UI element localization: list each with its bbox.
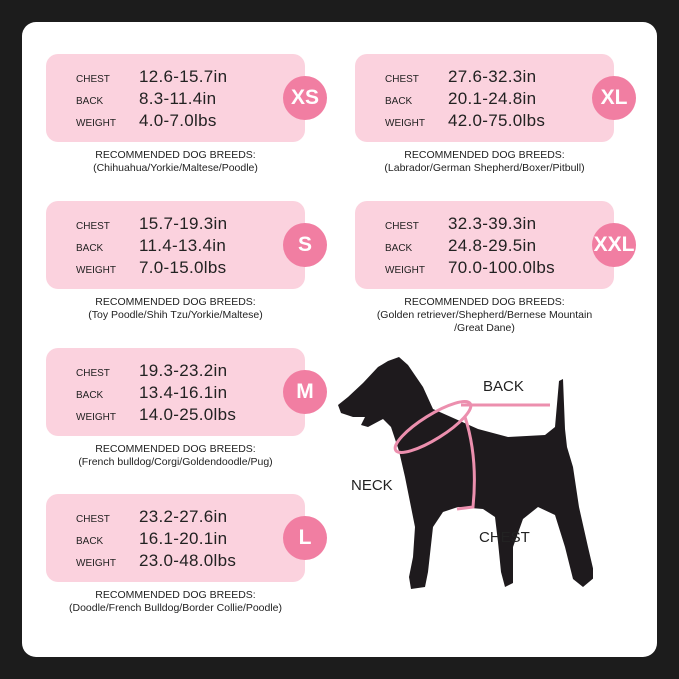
back-value: 16.1-20.1in [139,529,228,548]
size-badge: L [283,516,327,560]
size-box: CHEST 15.7-19.3in BACK 11.4-13.4in WEIGHT 7.0… [46,201,327,289]
size-block-xs: CHEST 12.6-15.7in BACK 8.3-11.4in WEIGHT 4.0-… [46,54,327,175]
chest-value: 15.7-19.3in [139,214,228,233]
size-box: CHEST 27.6-32.3in BACK 20.1-24.8in WEIGHT 42.… [355,54,636,142]
weight-value: 14.0-25.0lbs [139,405,237,424]
chest-value: 23.2-27.6in [139,507,228,526]
recommended-breeds: RECOMMENDED DOG BREEDS: (French bulldog/C… [46,443,305,469]
weight-label: WEIGHT [385,118,425,129]
back-value: 8.3-11.4in [139,89,217,108]
chest-label: CHEST [76,368,110,379]
weight-value: 7.0-15.0lbs [139,258,227,277]
chest-value: 32.3-39.3in [448,214,537,233]
size-box: CHEST 32.3-39.3in BACK 24.8-29.5in WEIGHT 70.… [355,201,636,289]
recommended-breeds: RECOMMENDED DOG BREEDS: (Golden retriever… [355,296,614,335]
back-value: 20.1-24.8in [448,89,537,108]
back-row: BACK 11.4-13.4in [76,234,276,256]
size-badge: M [283,370,327,414]
size-box: CHEST 23.2-27.6in BACK 16.1-20.1in WEIGHT 23.… [46,494,327,582]
recommended-heading: RECOMMENDED DOG BREEDS: [95,589,256,601]
back-label: BACK [483,378,524,395]
back-label: BACK [76,96,104,107]
weight-label: WEIGHT [76,265,116,276]
weight-row: WEIGHT 70.0-100.0lbs [385,256,585,278]
weight-row: WEIGHT 23.0-48.0lbs [76,549,276,571]
back-row: BACK 16.1-20.1in [76,527,276,549]
chest-label: CHEST [76,221,110,232]
weight-row: WEIGHT 4.0-7.0lbs [76,109,276,131]
size-badge: XS [283,76,327,120]
back-value: 11.4-13.4in [139,236,227,255]
back-label: BACK [76,536,104,547]
chest-row: CHEST 32.3-39.3in [385,212,585,234]
size-box: CHEST 19.3-23.2in BACK 13.4-16.1in WEIGHT 14.… [46,348,327,436]
recommended-breeds: RECOMMENDED DOG BREEDS: (Toy Poodle/Shih … [46,296,305,322]
recommended-breeds: RECOMMENDED DOG BREEDS: (Labrador/German … [355,149,614,175]
weight-label: WEIGHT [385,265,425,276]
size-box: CHEST 12.6-15.7in BACK 8.3-11.4in WEIGHT 4.0-… [46,54,327,142]
back-row: BACK 20.1-24.8in [385,87,585,109]
back-label: BACK [76,390,104,401]
back-label: BACK [385,96,413,107]
size-block-xxl: CHEST 32.3-39.3in BACK 24.8-29.5in WEIGHT 70.… [355,201,636,335]
chest-label: CHEST [76,74,110,85]
back-row: BACK 8.3-11.4in [76,87,276,109]
size-badge: XXL [592,223,636,267]
weight-value: 23.0-48.0lbs [139,551,237,570]
breeds-list: (Golden retriever/Shepherd/Bernese Mount… [376,309,593,321]
size-badge: XL [592,76,636,120]
recommended-heading: RECOMMENDED DOG BREEDS: [404,296,565,308]
weight-label: WEIGHT [76,118,116,129]
weight-value: 4.0-7.0lbs [139,111,217,130]
back-label: BACK [385,243,413,254]
breeds-list: (Toy Poodle/Shih Tzu/Yorkie/Maltese) [88,309,263,321]
dog-silhouette-icon [338,357,595,589]
weight-value: 42.0-75.0lbs [448,111,546,130]
breeds-list: (Labrador/German Shepherd/Boxer/Pitbull) [384,162,585,174]
chest-value: 12.6-15.7in [139,67,228,86]
back-value: 13.4-16.1in [139,383,228,402]
chest-row: CHEST 12.6-15.7in [76,65,276,87]
dog-measurement-diagram: BACK NECK CHEST [333,347,595,622]
back-row: BACK 24.8-29.5in [385,234,585,256]
neck-label: NECK [351,477,393,494]
chest-row: CHEST 19.3-23.2in [76,359,276,381]
back-label: BACK [76,243,104,254]
weight-value: 70.0-100.0lbs [448,258,555,277]
chest-value: 19.3-23.2in [139,361,228,380]
back-row: BACK 13.4-16.1in [76,381,276,403]
weight-row: WEIGHT 42.0-75.0lbs [385,109,585,131]
breeds-list: (French bulldog/Corgi/Goldendoodle/Pug) [78,456,273,468]
back-value: 24.8-29.5in [448,236,537,255]
recommended-heading: RECOMMENDED DOG BREEDS: [95,296,256,308]
recommended-breeds: RECOMMENDED DOG BREEDS: (Doodle/French Bu… [46,589,305,615]
size-badge: S [283,223,327,267]
size-block-l: CHEST 23.2-27.6in BACK 16.1-20.1in WEIGHT 23.… [46,494,327,615]
recommended-breeds: RECOMMENDED DOG BREEDS: (Chihuahua/Yorkie… [46,149,305,175]
chest-label: CHEST [479,529,530,546]
size-block-xl: CHEST 27.6-32.3in BACK 20.1-24.8in WEIGHT 42.… [355,54,636,175]
chest-label: CHEST [385,74,419,85]
breeds-list: (Doodle/French Bulldog/Border Collie/Poo… [68,602,283,614]
weight-label: WEIGHT [76,558,116,569]
chest-label: CHEST [76,514,110,525]
recommended-heading: RECOMMENDED DOG BREEDS: [95,149,256,161]
weight-label: WEIGHT [76,412,116,423]
weight-row: WEIGHT 7.0-15.0lbs [76,256,276,278]
chest-row: CHEST 15.7-19.3in [76,212,276,234]
breeds-list: (Chihuahua/Yorkie/Maltese/Poodle) [93,162,258,174]
recommended-heading: RECOMMENDED DOG BREEDS: [404,149,565,161]
weight-row: WEIGHT 14.0-25.0lbs [76,403,276,425]
breeds-list-cont: /Great Dane) [454,322,515,334]
chest-row: CHEST 23.2-27.6in [76,505,276,527]
recommended-heading: RECOMMENDED DOG BREEDS: [95,443,256,455]
chest-row: CHEST 27.6-32.3in [385,65,585,87]
chest-value: 27.6-32.3in [448,67,537,86]
size-block-m: CHEST 19.3-23.2in BACK 13.4-16.1in WEIGHT 14.… [46,348,327,469]
chest-label: CHEST [385,221,419,232]
size-block-s: CHEST 15.7-19.3in BACK 11.4-13.4in WEIGHT 7.0… [46,201,327,322]
